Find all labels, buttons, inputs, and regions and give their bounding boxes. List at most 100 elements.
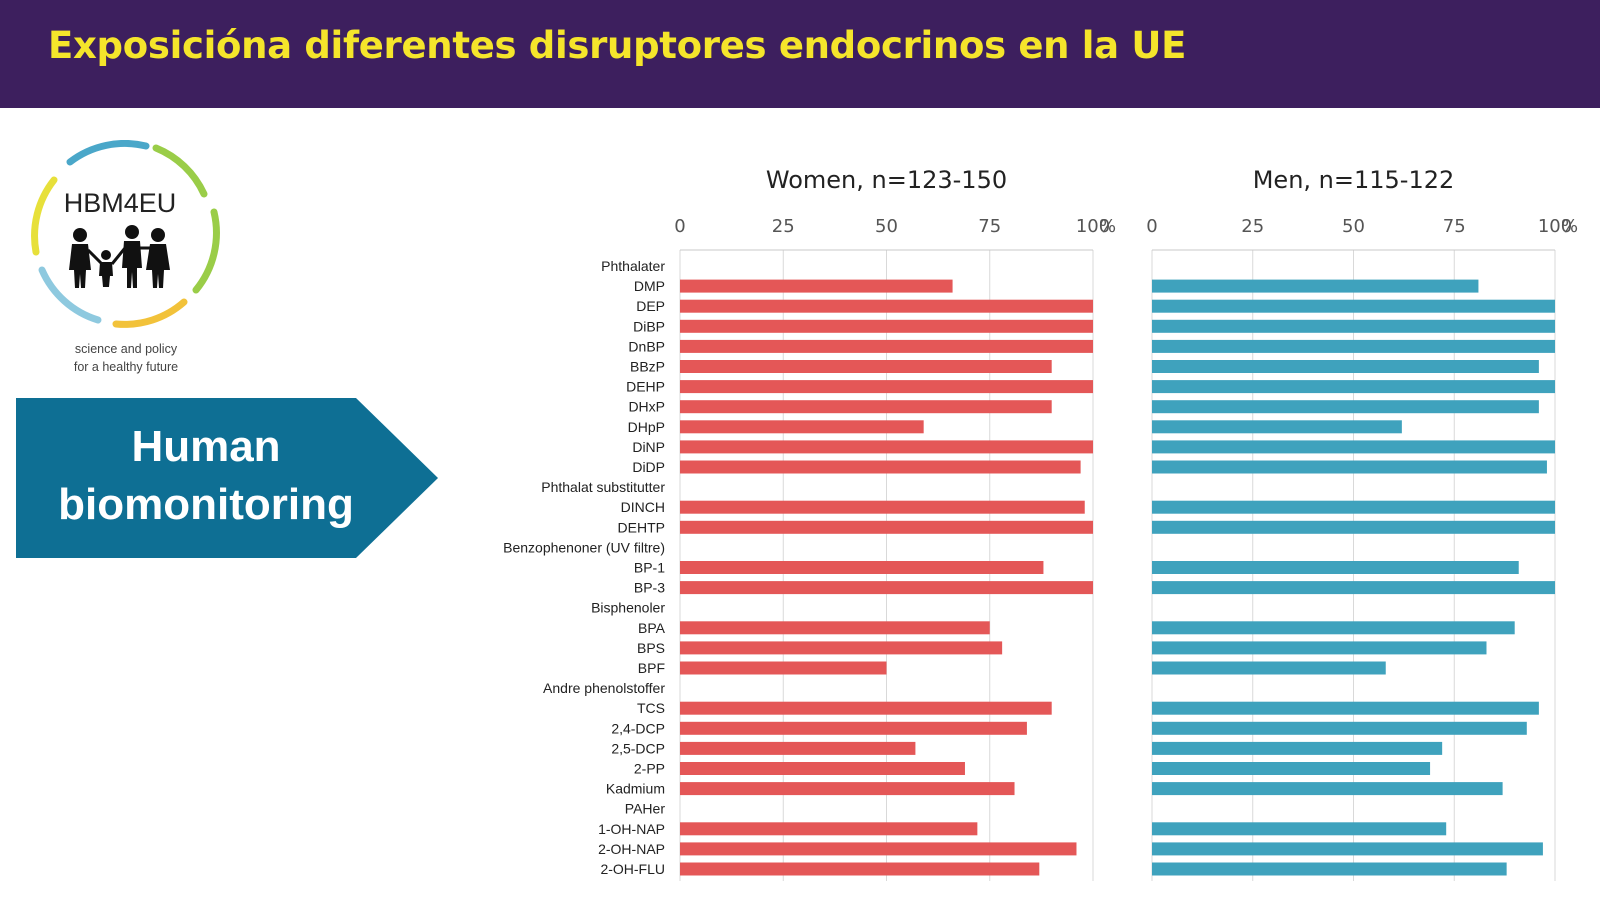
- tick-label: 50: [1342, 216, 1365, 237]
- bar: [680, 380, 1093, 394]
- category-label: Kadmium: [606, 781, 665, 797]
- unit-label: %: [1099, 216, 1116, 237]
- banner-text: Human biomonitoring: [16, 418, 396, 534]
- logo-tagline: science and policy for a healthy future: [28, 340, 224, 376]
- bar: [680, 319, 1093, 333]
- bar: [680, 400, 1052, 414]
- human-biomonitoring-banner: [16, 398, 438, 558]
- hbm4eu-logo: HBM4EU science and policy for a healthy …: [28, 139, 224, 385]
- bar: [680, 420, 924, 434]
- category-label: DiBP: [633, 318, 665, 334]
- bar: [1152, 862, 1507, 876]
- bar: [680, 460, 1081, 474]
- bar: [680, 561, 1044, 574]
- tick-label: 75: [978, 216, 1001, 237]
- bar: [680, 661, 887, 675]
- bar: [1152, 440, 1555, 454]
- category-label: DiNP: [632, 439, 665, 455]
- bar: [1152, 500, 1555, 514]
- category-label: 2,4-DCP: [611, 720, 665, 736]
- panel-title: Men, n=115-122: [1253, 166, 1455, 194]
- bar: [1152, 581, 1555, 595]
- bar: [680, 581, 1093, 595]
- bar: [1152, 561, 1519, 574]
- category-label: DEHTP: [618, 519, 665, 535]
- bar: [680, 782, 1015, 796]
- category-label: BPS: [637, 640, 665, 656]
- header-bar: Exposicióna diferentes disruptores endoc…: [0, 0, 1600, 108]
- bar: [1152, 782, 1503, 796]
- bar: [1152, 641, 1487, 655]
- logo-tagline-line2: for a healthy future: [73, 360, 179, 374]
- bar: [1152, 380, 1555, 394]
- bar: [680, 360, 1052, 373]
- bar: [1152, 741, 1443, 755]
- tick-label: 75: [1443, 216, 1466, 237]
- page-title: Exposicióna diferentes disruptores endoc…: [48, 24, 1187, 67]
- category-label: Phthalat substitutter: [541, 479, 665, 495]
- tick-label: 25: [772, 216, 795, 237]
- bar: [680, 500, 1085, 514]
- category-label: BPF: [638, 660, 665, 676]
- logo-graphic: HBM4EU: [31, 139, 220, 328]
- bar: [680, 842, 1077, 856]
- bar: [680, 862, 1040, 876]
- bar: [680, 339, 1093, 353]
- bar: [680, 822, 978, 836]
- bar: [1152, 520, 1555, 534]
- bar: [680, 721, 1027, 735]
- tick-label: 50: [875, 216, 898, 237]
- panel-title: Women, n=123-150: [766, 166, 1007, 194]
- category-label: DEP: [636, 298, 665, 314]
- category-label: 1-OH-NAP: [598, 821, 665, 837]
- bar: [680, 299, 1093, 313]
- category-label: PAHer: [625, 801, 666, 817]
- category-label: 2,5-DCP: [611, 740, 665, 756]
- category-label: DHxP: [628, 399, 665, 415]
- unit-label: %: [1561, 216, 1578, 237]
- bar: [1152, 822, 1447, 836]
- bar: [1152, 279, 1479, 293]
- category-label: BPA: [638, 620, 666, 636]
- bar: [680, 762, 965, 775]
- bar: [680, 279, 953, 293]
- banner-line1: Human: [131, 422, 281, 471]
- bar: [680, 440, 1093, 454]
- category-label: DEHP: [626, 379, 665, 395]
- bar: [1152, 842, 1543, 856]
- tick-label: 0: [1146, 216, 1157, 237]
- bar: [1152, 762, 1431, 775]
- bar: [1152, 721, 1527, 735]
- bar: [1152, 360, 1539, 373]
- tick-label: 25: [1241, 216, 1264, 237]
- category-label: 2-OH-FLU: [600, 861, 665, 877]
- bar: [680, 621, 990, 635]
- bar: [1152, 420, 1402, 434]
- category-label: 2-OH-NAP: [598, 841, 665, 857]
- category-label: BBzP: [630, 359, 665, 375]
- category-label: DiDP: [632, 459, 665, 475]
- bar: [1152, 400, 1539, 414]
- category-label: TCS: [637, 700, 665, 716]
- bar: [680, 641, 1003, 655]
- tick-label: 0: [674, 216, 685, 237]
- tick-label: 100: [1076, 216, 1110, 237]
- logo-text: HBM4EU: [64, 188, 177, 218]
- category-label: Benzophenoner (UV filtre): [503, 539, 665, 555]
- family-icon: [69, 225, 170, 288]
- category-label: Phthalater: [601, 258, 665, 274]
- category-label: 2-PP: [634, 761, 665, 777]
- bar: [1152, 339, 1555, 353]
- category-label: DINCH: [621, 499, 665, 515]
- category-label: DMP: [634, 278, 665, 294]
- bar: [1152, 621, 1515, 635]
- category-label: BP-1: [634, 560, 665, 576]
- category-label: DHpP: [628, 419, 665, 435]
- bar: [1152, 460, 1547, 474]
- bar: [1152, 319, 1555, 333]
- logo-tagline-line1: science and policy: [74, 342, 178, 356]
- tick-label: 100: [1538, 216, 1572, 237]
- bar: [1152, 661, 1386, 675]
- bar: [680, 701, 1052, 715]
